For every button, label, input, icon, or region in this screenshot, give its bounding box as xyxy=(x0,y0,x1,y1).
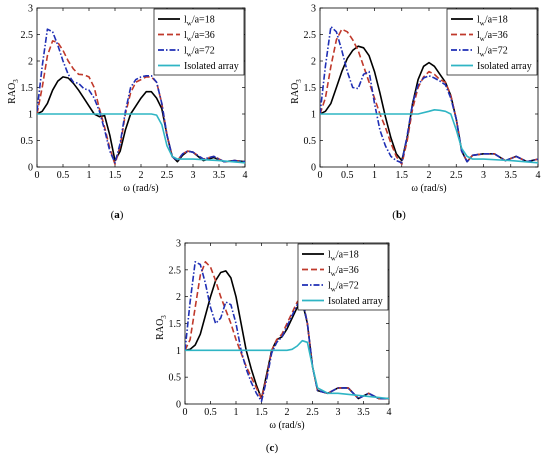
x-tick-label: 0.5 xyxy=(204,407,217,418)
y-tick-label: 2.5 xyxy=(21,30,34,41)
x-tick-label: 2 xyxy=(427,170,432,181)
legend-label-0: lw/a=18 xyxy=(328,250,359,263)
y-tick-label: 1.5 xyxy=(304,83,317,94)
x-axis-label: ω (rad/s) xyxy=(411,183,446,194)
legend: lw/a=18 lw/a=36 lw/a=72 Isolated array xyxy=(153,8,245,76)
x-tick-label: 2 xyxy=(139,170,144,181)
legend-label-3: Isolated array xyxy=(477,61,532,72)
y-tick-label: 2.5 xyxy=(169,265,182,276)
series-line-1 xyxy=(37,40,245,166)
legend-box xyxy=(153,8,245,76)
legend: lw/a=18 lw/a=36 lw/a=72 Isolated array xyxy=(446,8,538,76)
y-tick-label: 1.5 xyxy=(21,83,34,94)
series-line-2 xyxy=(37,28,245,164)
x-tick-label: 2 xyxy=(285,407,290,418)
legend-label-3: Isolated array xyxy=(184,61,239,72)
y-tick-label: 2 xyxy=(28,57,33,68)
x-tick-label: 1 xyxy=(372,170,377,181)
legend-label-3: Isolated array xyxy=(328,296,383,307)
y-tick-label: 0.5 xyxy=(169,373,182,384)
series-line-2 xyxy=(320,25,538,164)
series-line-3 xyxy=(320,109,538,164)
x-tick-label: 3.5 xyxy=(357,407,370,418)
panel-caption-c: (c) xyxy=(266,442,279,454)
y-axis-label: RAO3 xyxy=(7,79,20,104)
x-axis-label: ω (rad/s) xyxy=(123,183,158,194)
y-tick-label: 0 xyxy=(311,163,316,174)
y-tick-label: 2 xyxy=(311,57,316,68)
y-tick-label: 2.5 xyxy=(304,30,317,41)
legend-label-1: lw/a=36 xyxy=(328,265,359,278)
x-tick-label: 3 xyxy=(191,170,196,181)
series-line-0 xyxy=(37,76,245,163)
x-tick-label: 1.5 xyxy=(109,170,122,181)
y-tick-label: 2 xyxy=(176,292,181,303)
x-tick-label: 1 xyxy=(234,407,239,418)
legend-label-0: lw/a=18 xyxy=(184,15,215,28)
legend-box xyxy=(446,8,538,76)
x-tick-label: 2.5 xyxy=(450,170,463,181)
y-tick-label: 1 xyxy=(311,110,316,121)
y-tick-label: 1.5 xyxy=(169,319,182,330)
x-axis-label: ω (rad/s) xyxy=(269,420,304,431)
series-line-3 xyxy=(37,113,245,164)
x-tick-label: 0 xyxy=(318,170,323,181)
x-tick-label: 3.5 xyxy=(505,170,518,181)
legend-label-2: lw/a=72 xyxy=(184,46,215,59)
panel-a: 0 0.5 1 1.5 2 2.5 3 3.5 4 0 0.5 1 1.5 2 2.5 3 ω (rad/s) R… xyxy=(7,4,248,222)
y-axis-label: RAO3 xyxy=(290,79,303,104)
x-tick-label: 1.5 xyxy=(255,407,268,418)
x-tick-label: 0.5 xyxy=(341,170,354,181)
x-tick-label: 0.5 xyxy=(57,170,70,181)
y-tick-label: 1 xyxy=(28,110,33,121)
y-tick-label: 0.5 xyxy=(304,136,317,147)
y-tick-label: 3 xyxy=(28,4,33,15)
x-tick-label: 2.5 xyxy=(306,407,319,418)
x-tick-label: 3 xyxy=(481,170,486,181)
legend-label-1: lw/a=36 xyxy=(184,30,215,43)
series-line-2 xyxy=(185,261,389,403)
legend-box xyxy=(297,243,389,311)
y-tick-label: 0.5 xyxy=(21,136,34,147)
legend-label-2: lw/a=72 xyxy=(328,281,359,294)
panel-c: 0 0.5 1 1.5 2 2.5 3 3.5 4 0 0.5 1 1.5 2 2.5 3 ω (rad/s) R… xyxy=(155,239,392,455)
x-tick-label: 4 xyxy=(243,170,248,181)
x-tick-label: 2.5 xyxy=(161,170,174,181)
x-tick-label: 3.5 xyxy=(213,170,226,181)
legend: lw/a=18 lw/a=36 lw/a=72 Isolated array xyxy=(297,243,389,311)
y-tick-label: 0 xyxy=(28,163,33,174)
y-axis-label: RAO3 xyxy=(155,315,168,340)
y-tick-label: 3 xyxy=(311,4,316,15)
legend-label-1: lw/a=36 xyxy=(477,30,508,43)
x-tick-label: 0 xyxy=(183,407,188,418)
x-tick-label: 1.5 xyxy=(396,170,409,181)
legend-label-0: lw/a=18 xyxy=(477,15,508,28)
panel-b: 0 0.5 1 1.5 2 2.5 3 3.5 4 0 0.5 1 1.5 2 2.5 3 ω (rad/s) R… xyxy=(290,4,541,222)
y-tick-label: 3 xyxy=(176,239,181,250)
y-tick-label: 1 xyxy=(176,346,181,357)
x-tick-label: 4 xyxy=(387,407,392,418)
y-tick-label: 0 xyxy=(176,400,181,411)
series-line-3 xyxy=(185,339,389,400)
x-tick-label: 0 xyxy=(35,170,40,181)
legend-label-2: lw/a=72 xyxy=(477,46,508,59)
x-tick-label: 1 xyxy=(87,170,92,181)
x-tick-label: 4 xyxy=(536,170,541,181)
panel-caption-b: (b) xyxy=(392,209,406,221)
panel-caption-a: (a) xyxy=(111,209,124,221)
x-tick-label: 3 xyxy=(336,407,341,418)
